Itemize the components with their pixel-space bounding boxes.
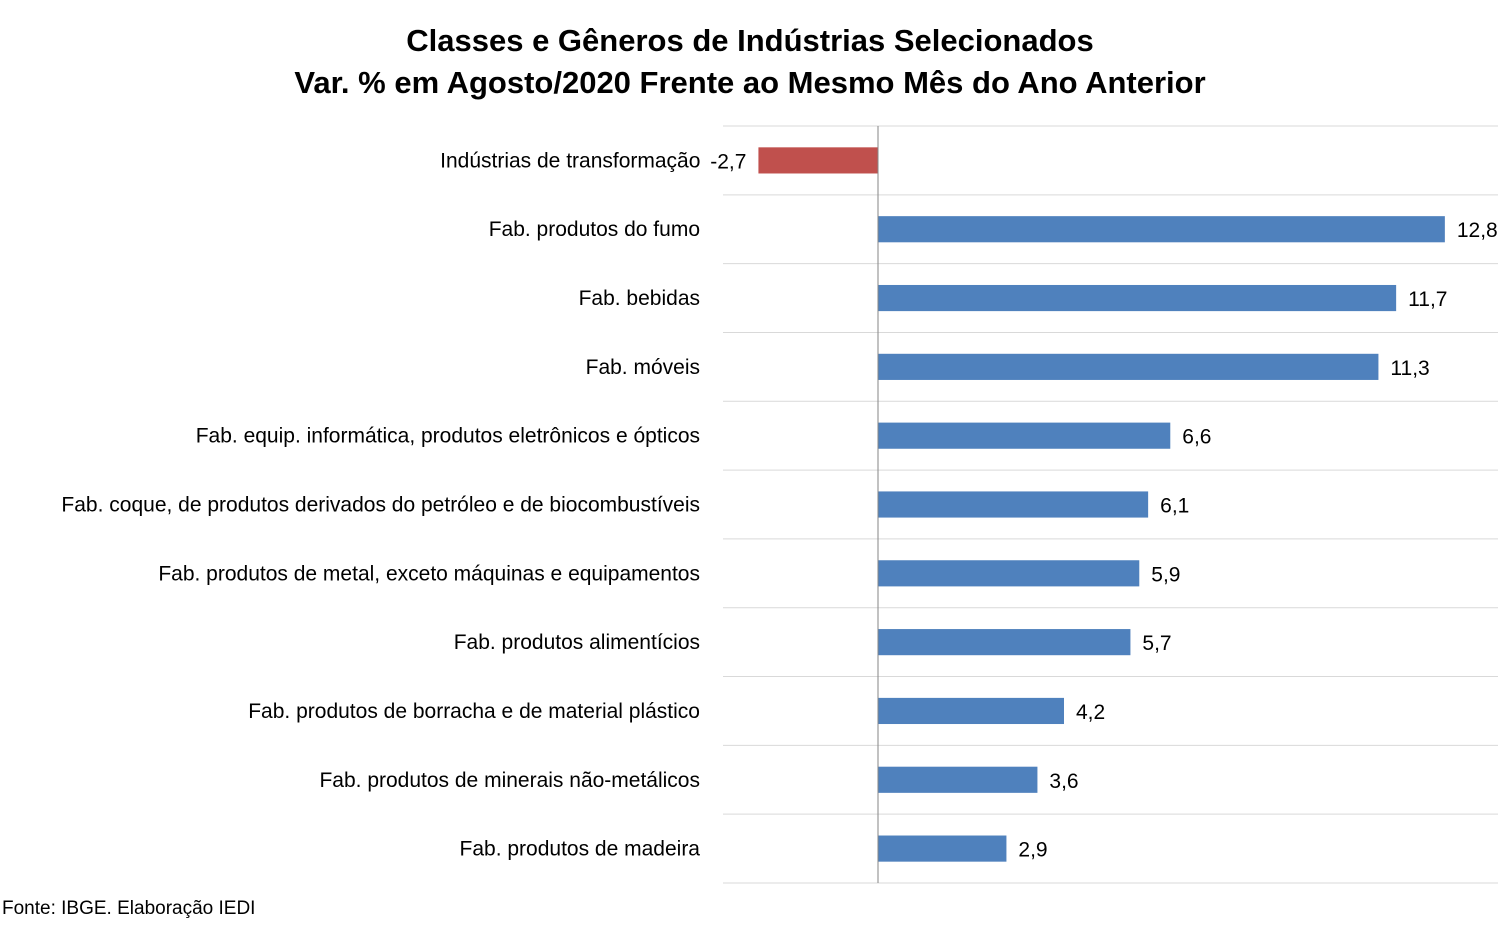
bar [758, 147, 878, 174]
category-label: Fab. produtos de minerais não-metálicos [319, 769, 700, 792]
category-label: Fab. móveis [586, 356, 700, 379]
category-label: Fab. produtos do fumo [489, 218, 700, 241]
bar [878, 491, 1149, 518]
category-label: Fab. produtos alimentícios [454, 631, 700, 654]
source-note: Fonte: IBGE. Elaboração IEDI [2, 898, 256, 919]
gridlines [723, 125, 1498, 884]
category-label: Fab. bebidas [579, 287, 700, 310]
data-label: 11,7 [1408, 288, 1447, 311]
title-line-2: Var. % em Agosto/2020 Frente ao Mesmo Mê… [294, 65, 1206, 100]
data-label: -2,7 [710, 150, 746, 173]
category-label: Fab. produtos de madeira [460, 838, 701, 861]
data-label: 6,6 [1182, 426, 1211, 449]
title-line-1: Classes e Gêneros de Indústrias Selecion… [406, 23, 1094, 58]
bar [878, 629, 1131, 656]
bars [758, 147, 1445, 862]
bar [878, 560, 1140, 587]
data-label: 12,8 [1457, 219, 1498, 242]
category-label: Fab. produtos de metal, exceto máquinas … [158, 562, 700, 585]
labels: Indústrias de transformação -2,7 Fab. prod… [61, 149, 1497, 861]
bar [878, 284, 1397, 312]
data-label: 5,9 [1151, 563, 1180, 586]
data-label: 6,1 [1160, 495, 1189, 518]
data-label: 4,2 [1076, 701, 1105, 724]
data-label: 2,9 [1018, 839, 1047, 862]
category-label: Fab. equip. informática, produtos eletrô… [196, 425, 700, 448]
bar [878, 766, 1038, 793]
category-label: Fab. coque, de produtos derivados do pet… [61, 494, 700, 517]
bar [878, 353, 1379, 380]
category-label: Indústrias de transformação [440, 149, 700, 172]
chart-title: Classes e Gêneros de Indústrias Selecion… [0, 20, 1500, 104]
bar [878, 422, 1171, 449]
data-label: 5,7 [1142, 632, 1171, 655]
bar [878, 697, 1064, 725]
category-label: Fab. produtos de borracha e de material … [248, 700, 700, 723]
data-label: 3,6 [1049, 770, 1078, 793]
data-label: 11,3 [1390, 357, 1429, 380]
bar [878, 835, 1007, 862]
bar [878, 216, 1445, 243]
